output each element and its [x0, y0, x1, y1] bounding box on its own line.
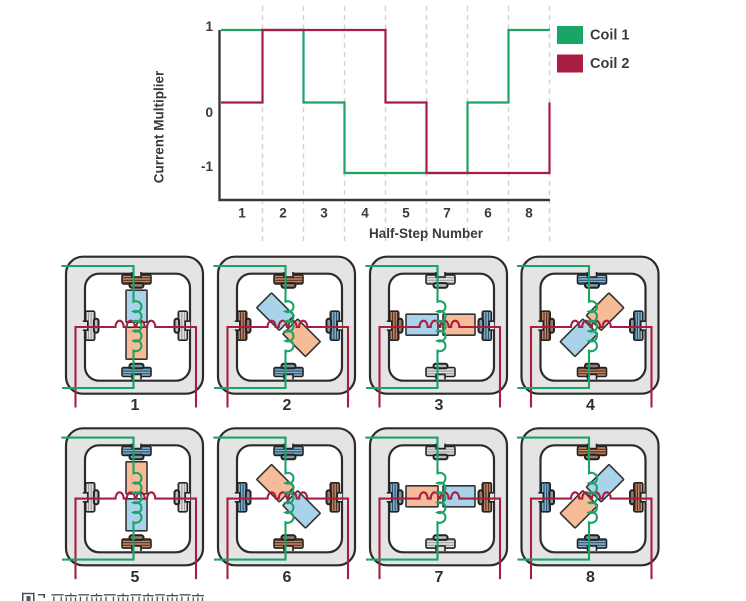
svg-text:5: 5: [131, 569, 140, 586]
svg-text:0: 0: [205, 105, 213, 120]
svg-text:4: 4: [361, 206, 369, 221]
svg-text:3: 3: [320, 206, 328, 221]
svg-text:8: 8: [586, 569, 595, 586]
svg-text:Half-Step Number: Half-Step Number: [369, 226, 484, 241]
svg-text:5: 5: [402, 206, 410, 221]
svg-text:7: 7: [435, 569, 444, 586]
svg-text:2: 2: [283, 397, 292, 414]
svg-text:8: 8: [525, 206, 533, 221]
svg-text:Current Multiplier: Current Multiplier: [152, 70, 167, 183]
svg-text:2: 2: [279, 206, 287, 221]
svg-text:6: 6: [283, 569, 292, 586]
svg-text:7: 7: [443, 206, 451, 221]
svg-text:-1: -1: [201, 159, 213, 174]
svg-text:Coil 1: Coil 1: [590, 28, 629, 44]
svg-text:1: 1: [238, 206, 246, 221]
svg-text:1: 1: [131, 397, 140, 414]
svg-text:6: 6: [484, 206, 492, 221]
svg-text:Coil 2: Coil 2: [590, 56, 629, 72]
svg-text:1: 1: [205, 19, 213, 34]
svg-text:4: 4: [586, 397, 595, 414]
svg-text:3: 3: [435, 397, 444, 414]
